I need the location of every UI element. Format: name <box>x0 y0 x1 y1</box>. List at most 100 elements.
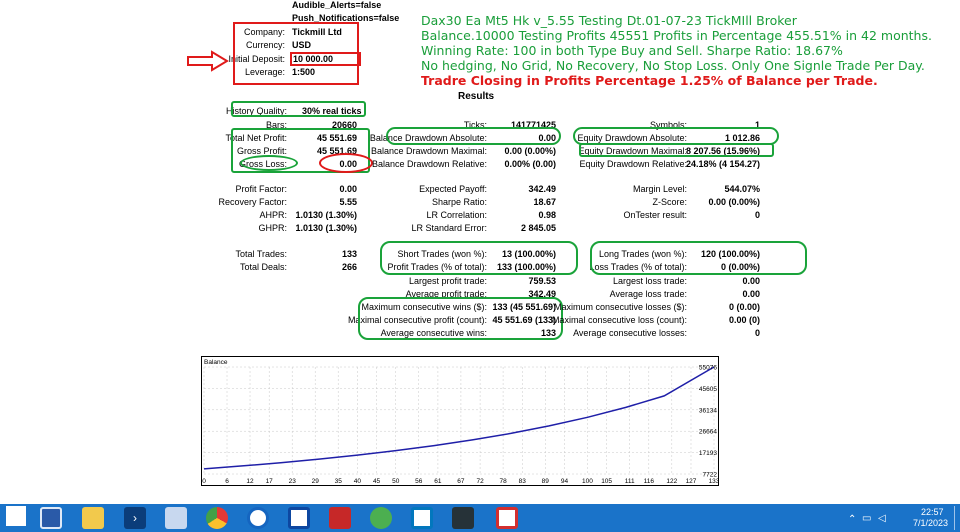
expected-payoff-value: 342.49 <box>528 184 556 194</box>
bars-value: 20660 <box>331 120 357 130</box>
chart-x-tick-label: 6 <box>225 478 229 485</box>
chart-y-ticks: 7722 17193 26664 36134 45605 55076 <box>699 365 717 479</box>
mt-icon[interactable] <box>452 507 474 529</box>
chart-x-tick-label: 72 <box>476 478 484 485</box>
long-trades-highlight-box <box>590 241 807 275</box>
metatrader-icon[interactable] <box>370 507 392 529</box>
lr-std-error-label: LR Standard Error: <box>411 223 487 233</box>
chart-x-tick-label: 67 <box>457 478 465 485</box>
chart-x-tick-label: 94 <box>561 478 569 485</box>
gross-loss-label-oval <box>240 155 298 171</box>
start-windows-icon[interactable] <box>6 506 26 526</box>
equity-dd-absolute-label: Equity Drawdown Absolute: <box>577 133 687 143</box>
red-app-icon[interactable] <box>496 507 518 529</box>
profit-trades-value: 133 (100.00%) <box>496 262 556 272</box>
volume-icon[interactable]: ◁ <box>878 513 886 524</box>
equity-dd-maximal-label: Equity Drawdown Maximal: <box>578 146 687 156</box>
avg-consec-wins-value: 133 <box>540 328 556 338</box>
max-consec-loss-label: Maximal consecutive loss (count): <box>551 315 687 325</box>
ahpr-label: AHPR: <box>259 210 287 220</box>
sharpe-ratio-label: Sharpe Ratio: <box>431 197 487 207</box>
total-trades-value: 133 <box>341 249 357 259</box>
max-consec-losses-value: 0 (0.00) <box>728 302 760 312</box>
balance-dd-relative-value: 0.00% (0.00) <box>504 159 556 169</box>
ticks-value: 141771425 <box>510 120 556 130</box>
expected-payoff-label: Expected Payoff: <box>419 184 487 194</box>
max-consec-loss-value: 0.00 (0) <box>728 315 760 325</box>
history-highlight-box <box>231 101 366 117</box>
average-loss-value: 0.00 <box>742 289 760 299</box>
short-trades-value: 13 (100.00%) <box>501 249 556 259</box>
long-trades-value: 120 (100.00%) <box>700 249 760 259</box>
short-trades-highlight-box <box>380 241 578 275</box>
max-consec-wins-value: 133 (45 551.69) <box>492 302 556 312</box>
lr-correlation-value: 0.98 <box>538 210 556 220</box>
largest-profit-value: 759.53 <box>528 276 556 286</box>
z-score-label: Z-Score: <box>652 197 687 207</box>
average-profit-value: 342.49 <box>528 289 556 299</box>
balance-line <box>203 366 715 470</box>
company-label: Company: <box>243 27 285 37</box>
history-quality-value: 30% real ticks <box>302 106 362 116</box>
max-consec-profit-label: Maximal consecutive profit (count): <box>347 315 487 325</box>
balance-dd-maximal-value: 0.00 (0.00%) <box>504 146 556 156</box>
lr-std-error-value: 2 845.05 <box>520 223 556 233</box>
folder-icon[interactable] <box>82 507 104 529</box>
file-explorer-icon[interactable] <box>40 507 62 529</box>
average-loss-label: Average loss trade: <box>609 289 687 299</box>
arrow-right-icon <box>187 50 229 72</box>
profit-highlight-box <box>231 128 370 173</box>
profit-trades-label: Profit Trades (% of total): <box>387 262 487 272</box>
tray-date[interactable]: 7/1/2023 <box>913 518 949 528</box>
chart-x-tick-label: 100 <box>582 478 593 485</box>
lr-correlation-label: LR Correlation: <box>426 210 487 220</box>
ontester-result-value: 0 <box>754 210 760 220</box>
largest-profit-label: Largest profit trade: <box>408 276 487 286</box>
results-title: Results <box>458 91 495 102</box>
r-app-icon[interactable] <box>288 507 310 529</box>
bars-label: Bars: <box>265 120 287 130</box>
net-profit-value: 45 551.69 <box>316 133 357 143</box>
balance-chart: Balance 7722 17193 26664 36134 45605 55076 0 6… <box>201 356 719 486</box>
ontester-result-label: OnTester result: <box>623 210 687 220</box>
profit-factor-value: 0.00 <box>339 184 357 194</box>
fxpro-icon[interactable] <box>329 507 351 529</box>
total-deals-value: 266 <box>341 262 357 272</box>
deposit-value: 10 000.00 <box>293 54 334 64</box>
p-app-icon[interactable] <box>247 507 269 529</box>
chart-x-tick-label: 122 <box>666 478 677 485</box>
paint-icon[interactable] <box>165 507 187 529</box>
balance-dd-absolute-label: Balance Drawdown Absolute: <box>369 133 487 143</box>
chart-x-tick-label: 61 <box>434 478 442 485</box>
chart-y-tick-label: 55076 <box>699 365 717 372</box>
chart-x-tick-label: 83 <box>519 478 527 485</box>
tray-chevron-icon[interactable]: ⌃ <box>848 514 857 525</box>
avg-consec-wins-label: Average consecutive wins: <box>380 328 487 338</box>
short-trades-label: Short Trades (won %): <box>397 249 487 259</box>
ticks-label: Ticks: <box>463 120 487 130</box>
show-desktop-button[interactable] <box>954 506 955 530</box>
currency-value: USD <box>292 40 312 50</box>
note-line-4: No hedging, No Grid, No Recovery, No Sto… <box>421 58 925 73</box>
tray-time[interactable]: 22:57 <box>921 507 944 517</box>
ghpr-value: 1.0130 (1.30%) <box>295 223 357 233</box>
chart-x-tick-label: 45 <box>373 478 381 485</box>
equity-dd-relative-label: Equity Drawdown Relative: <box>579 159 687 169</box>
chart-x-tick-label: 23 <box>289 478 297 485</box>
balance-dd-maximal-label: Balance Drawdown Maximal: <box>370 146 487 156</box>
long-trades-label: Long Trades (won %): <box>598 249 687 259</box>
max-consec-profit-value: 45 551.69 (133) <box>492 315 556 325</box>
equity-dd-maximal-box <box>579 143 774 157</box>
chrome-icon[interactable] <box>206 507 228 529</box>
note-line-2: Balance.10000 Testing Profits 45551 Prof… <box>421 28 932 43</box>
ghpr-label: GHPR: <box>258 223 287 233</box>
powershell-icon[interactable]: › <box>124 507 146 529</box>
largest-loss-label: Largest loss trade: <box>612 276 687 286</box>
z-app-icon[interactable] <box>411 507 433 529</box>
avg-consec-losses-label: Average consecutive losses: <box>573 328 687 338</box>
network-icon[interactable]: ▭ <box>862 513 872 524</box>
chart-title: Balance <box>204 359 228 366</box>
avg-consec-losses-value: 0 <box>754 328 760 338</box>
chart-x-tick-label: 105 <box>601 478 612 485</box>
history-quality-label: History Quality: <box>225 106 287 116</box>
